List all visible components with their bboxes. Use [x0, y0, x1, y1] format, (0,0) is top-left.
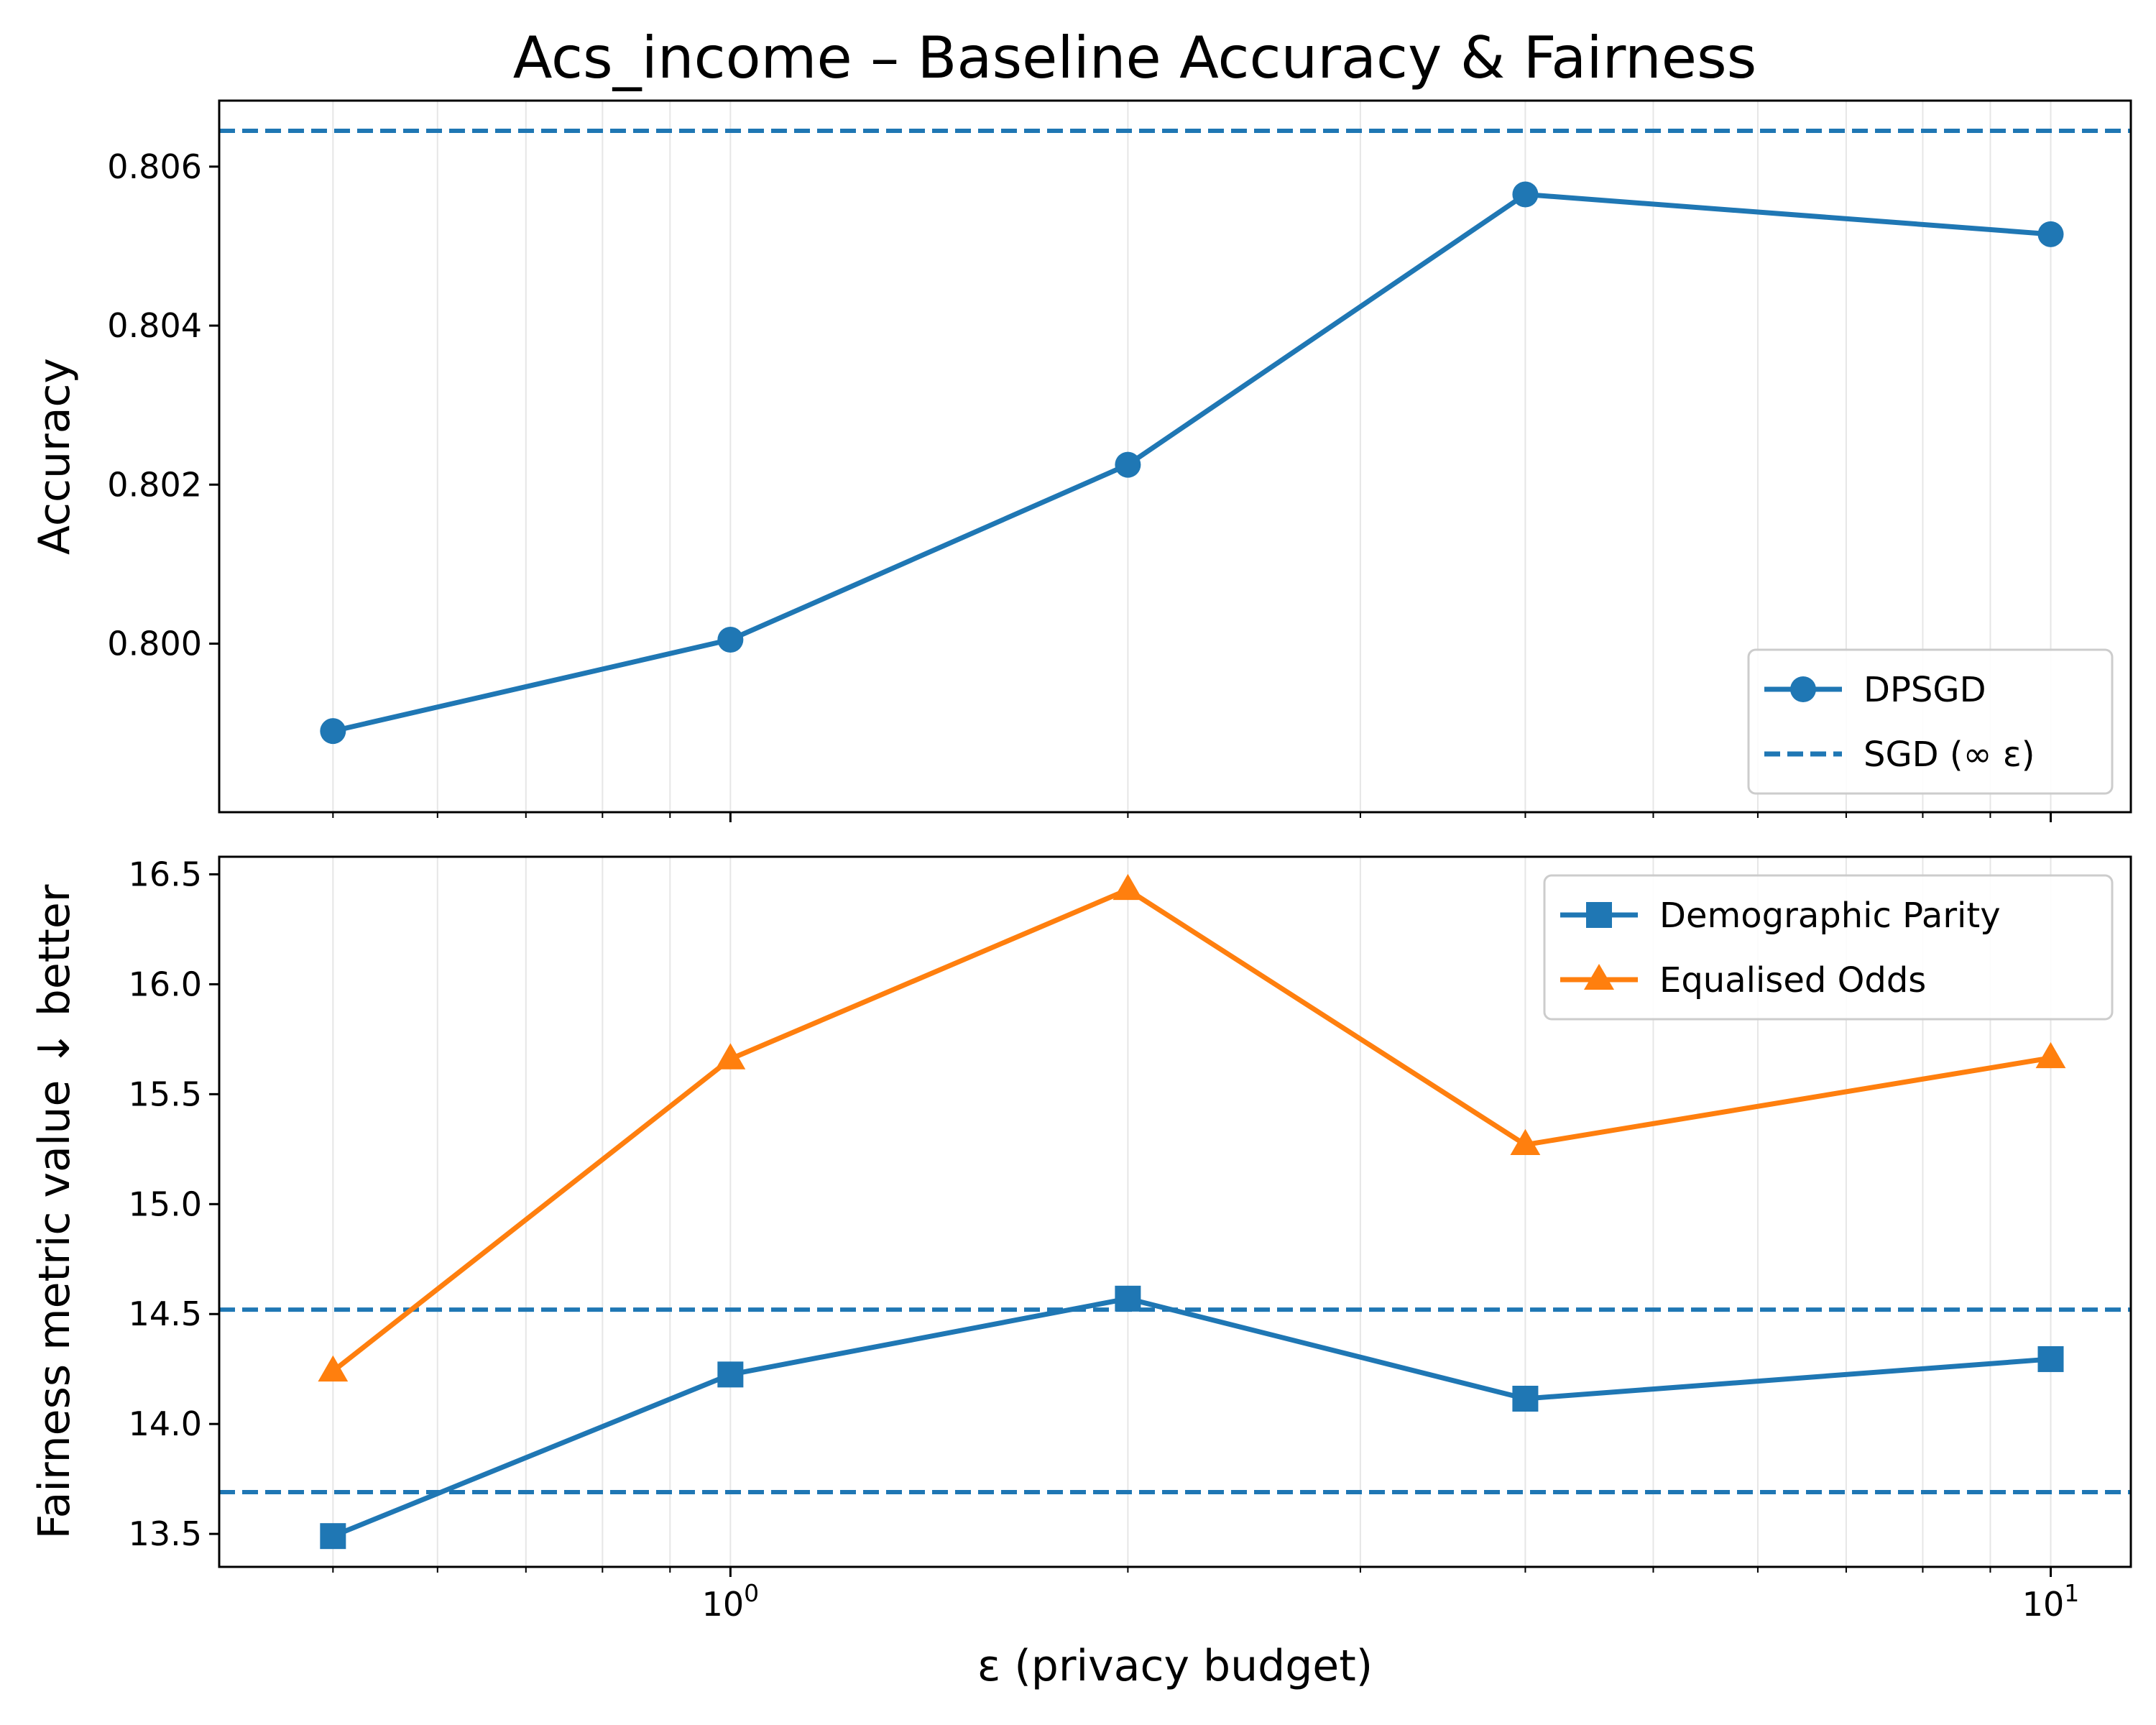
legend-marker: [1586, 902, 1612, 928]
x-tick-label: 100: [702, 1579, 760, 1624]
x-tick-label: 101: [2022, 1579, 2080, 1624]
legend-label: SGD (∞ ε): [1864, 735, 2035, 775]
data-point: [1512, 181, 1539, 208]
y-tick-label: 16.0: [129, 965, 202, 1003]
chart-title: Acs_income – Baseline Accuracy & Fairnes…: [513, 24, 1757, 91]
series-line: [332, 1296, 2051, 1539]
data-point: [1115, 1285, 1141, 1312]
data-point: [320, 718, 346, 745]
data-point: [1112, 873, 1143, 901]
axes-frame: [218, 99, 2132, 814]
data-point: [2037, 221, 2064, 247]
y-tick-label: 0.802: [107, 465, 202, 504]
data-point: [717, 1361, 744, 1388]
y-tick-label: 13.5: [129, 1514, 202, 1553]
data-point: [320, 1523, 346, 1550]
data-point: [1512, 1386, 1539, 1412]
data-point: [715, 1043, 746, 1070]
legend-frame: [1747, 648, 2114, 795]
data-point: [1510, 1128, 1541, 1156]
x-grid: [332, 857, 2052, 1567]
y-tick-label: 0.804: [107, 306, 202, 345]
y-axis-title: Fairness metric value ↓ better: [29, 884, 80, 1539]
accuracy-subplot: 0.800 0.802 0.804 0.806 Accuracy DPSGD SGD (∞ …: [29, 99, 2132, 822]
data-point: [2037, 1346, 2064, 1372]
legend: Demographic Parity Equalised Odds: [1543, 874, 2114, 1021]
legend: DPSGD SGD (∞ ε): [1747, 648, 2114, 795]
y-tick-label: 14.0: [129, 1404, 202, 1443]
y-axis-title: Accuracy: [29, 358, 80, 555]
legend-label: Equalised Odds: [1659, 960, 1926, 1000]
y-tick-label: 0.806: [107, 147, 202, 186]
legend-marker: [1584, 964, 1614, 990]
data-point: [717, 626, 744, 653]
legend-frame: [1543, 874, 2114, 1021]
data-point: [2035, 1041, 2066, 1069]
y-tick-label: 14.5: [129, 1294, 202, 1333]
legend-label: DPSGD: [1864, 670, 1986, 710]
y-tick-label: 15.5: [129, 1075, 202, 1113]
legend-marker: [1790, 676, 1816, 702]
legend-label: Demographic Parity: [1659, 896, 2001, 936]
fairness-subplot: 13.5 14.0 14.5 15.0 15.5 16.0 16.5 100 101 Fairne…: [29, 855, 2132, 1691]
data-point: [1115, 451, 1141, 478]
x-axis-title: ε (privacy budget): [977, 1641, 1373, 1691]
y-tick-label: 0.800: [107, 624, 202, 663]
y-tick-label: 16.5: [129, 855, 202, 893]
data-point: [318, 1355, 349, 1382]
axes-frame: [218, 855, 2132, 1568]
y-tick-label: 15.0: [129, 1184, 202, 1223]
